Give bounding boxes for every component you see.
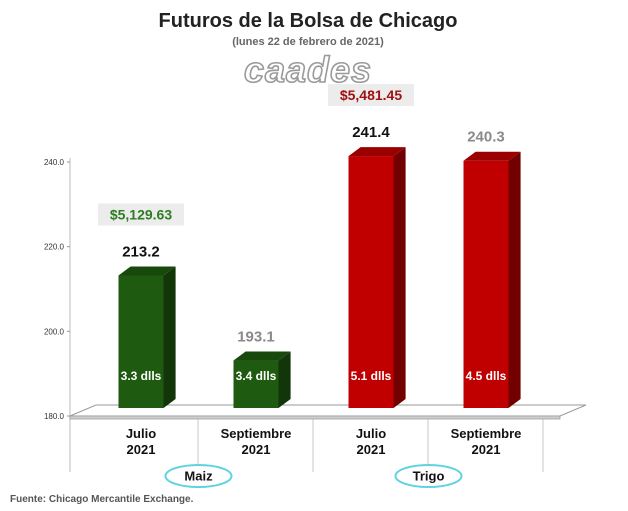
in-bar-label: 3.3 dlls xyxy=(121,369,162,383)
y-tick-label: 240.0 xyxy=(44,158,65,167)
category-label-month: Septiembre xyxy=(451,426,522,441)
value-label: 241.4 xyxy=(352,124,390,141)
bar-front xyxy=(118,275,164,408)
group-ellipse xyxy=(164,464,233,488)
category-label-year: 2021 xyxy=(357,442,386,457)
caades-logo: caades xyxy=(244,49,372,90)
y-tick-label: 180.0 xyxy=(44,412,65,421)
y-axis: 180.0 200.0 220.0 240.0 xyxy=(44,158,544,472)
bar-1 xyxy=(118,266,176,408)
floor-front xyxy=(69,415,561,420)
bar-side xyxy=(163,266,176,408)
bar-front xyxy=(463,160,509,408)
value-label: 240.3 xyxy=(467,129,505,146)
group-label: Maiz xyxy=(184,469,213,484)
value-label: 193.1 xyxy=(237,329,275,346)
chart-title: Futuros de la Bolsa de Chicago xyxy=(159,10,458,32)
group-label: Trigo xyxy=(413,469,445,484)
bars-layer xyxy=(118,147,521,409)
in-bar-label: 3.4 dlls xyxy=(236,369,277,383)
y-tick-label: 220.0 xyxy=(44,243,65,252)
bar-top xyxy=(118,266,176,276)
bar-side xyxy=(393,147,406,408)
bar-top xyxy=(348,147,406,157)
price-badge-text: $5,129.63 xyxy=(110,206,172,222)
category-label-year: 2021 xyxy=(242,442,271,457)
category-label-year: 2021 xyxy=(472,442,501,457)
category-label-month: Julio xyxy=(356,426,386,441)
category-label-month: Septiembre xyxy=(221,426,292,441)
bar-front xyxy=(233,360,279,408)
price-badge xyxy=(328,84,414,107)
bar-side xyxy=(278,351,291,408)
bar-side xyxy=(508,151,521,409)
bar-top xyxy=(233,351,291,361)
bar-front xyxy=(348,156,394,408)
bar-3 xyxy=(348,147,406,408)
in-bar-label: 5.1 dlls xyxy=(351,369,392,383)
price-badge-text: $5,481.45 xyxy=(340,87,402,103)
chart-floor xyxy=(69,404,587,420)
value-label: 213.2 xyxy=(122,243,160,260)
y-tick-label: 200.0 xyxy=(44,327,65,336)
price-badge xyxy=(98,203,184,226)
in-bar-label: 4.5 dlls xyxy=(466,369,507,383)
source-note: Fuente: Chicago Mercantile Exchange. xyxy=(10,494,194,505)
bar-top xyxy=(463,151,521,161)
bar-2 xyxy=(233,351,291,408)
chart-subtitle: (lunes 22 de febrero de 2021) xyxy=(232,36,384,48)
group-ellipse xyxy=(394,464,463,488)
category-label-year: 2021 xyxy=(127,442,156,457)
category-label-month: Julio xyxy=(126,426,156,441)
bar-4 xyxy=(463,151,521,409)
